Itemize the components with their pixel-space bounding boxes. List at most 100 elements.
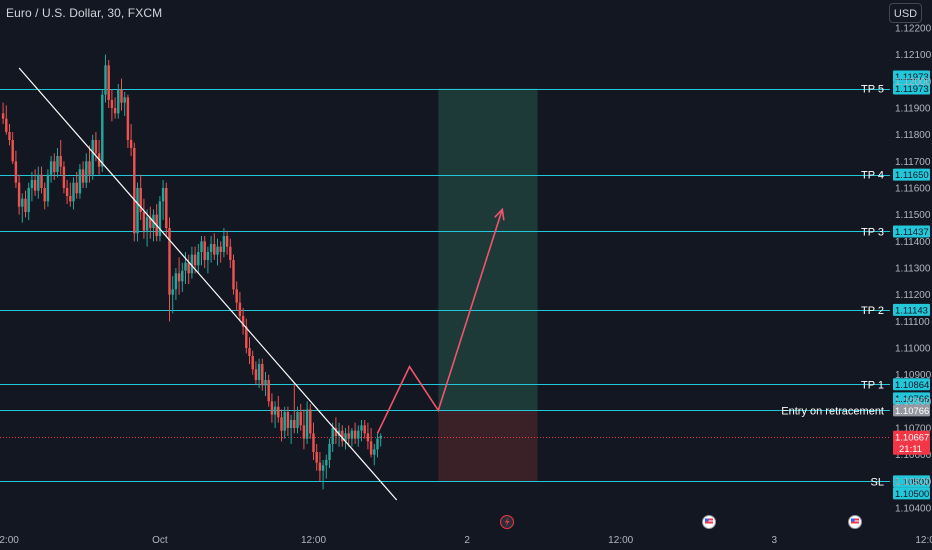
candle (72, 177, 75, 210)
loss-zone[interactable] (438, 410, 538, 482)
candle (293, 382, 296, 434)
x-tick-label: 12:00 (608, 535, 633, 546)
candle (40, 166, 43, 194)
candle-body (254, 369, 258, 380)
candle (286, 406, 290, 436)
candle (104, 54, 107, 103)
y-tick-label: 1.10900 (895, 370, 932, 381)
price-tag-text: 1.10766 (895, 394, 929, 405)
currency-button[interactable]: USD (889, 3, 922, 23)
candle-body (117, 89, 120, 114)
y-tick-label: 1.11300 (895, 264, 931, 275)
candle (264, 372, 267, 396)
candle (174, 268, 178, 300)
price-tag (893, 475, 930, 488)
candle-body (62, 166, 66, 188)
candle-body (21, 198, 24, 207)
candle-body (373, 449, 376, 455)
candle (321, 460, 325, 490)
candle-body (11, 140, 14, 162)
candle (325, 454, 328, 479)
candle-body (245, 326, 248, 348)
candle-body (72, 182, 75, 202)
candle-body (120, 89, 123, 103)
candle-body (110, 100, 114, 108)
candle (8, 124, 11, 146)
candle (168, 217, 171, 322)
candle (110, 89, 114, 122)
symbol-title: Euro / U.S. Dollar, 30, FXCM (6, 6, 163, 20)
projection-path[interactable] (376, 209, 504, 434)
news-bolt-icon[interactable] (500, 515, 514, 529)
candle (267, 374, 270, 407)
candle-body (136, 188, 139, 234)
flag-stripe (851, 521, 859, 524)
candle-body (181, 270, 184, 282)
candle-body (347, 433, 350, 439)
price-tag-text: 1.10500 (895, 489, 929, 500)
candle (257, 358, 261, 388)
candle (312, 422, 315, 460)
candle (27, 182, 30, 220)
candle-body (229, 246, 232, 260)
candle-body (232, 260, 235, 290)
candle (30, 172, 34, 202)
candle-body (133, 148, 136, 234)
candle-body (139, 188, 142, 212)
candle-body (85, 161, 88, 183)
candle-body (209, 244, 213, 252)
candle-body (1, 113, 5, 119)
candle (49, 156, 53, 183)
candle (181, 262, 184, 292)
candle (46, 169, 50, 207)
candle-body (261, 364, 264, 386)
x-tick-label: 12:00 (0, 535, 19, 546)
candle (126, 94, 130, 148)
candle (59, 140, 62, 175)
candle-body (94, 140, 98, 154)
y-tick-label: 1.10700 (895, 424, 932, 435)
candle-body (360, 425, 363, 431)
candle-body (315, 452, 318, 463)
price-tag (893, 168, 930, 181)
candle-body (158, 201, 162, 236)
y-tick-label: 1.10800 (895, 397, 932, 408)
candle-body (241, 316, 245, 327)
x-tick-label: 12:00 (301, 535, 326, 546)
candle (37, 166, 40, 199)
candle-body (264, 380, 267, 386)
candle-body (193, 254, 197, 266)
economic-event-flag-icon[interactable] (848, 515, 862, 529)
candle (219, 241, 222, 263)
candle (21, 193, 24, 223)
candle-body (289, 420, 293, 428)
y-tick-label: 1.12200 (895, 24, 932, 35)
candle (177, 257, 181, 295)
candle (123, 92, 126, 116)
candle (139, 174, 142, 220)
candle (376, 433, 379, 458)
candle (213, 233, 216, 260)
candle-body (142, 212, 146, 231)
level-label: TP 3 (861, 226, 884, 238)
candle (235, 281, 238, 311)
candle-body (357, 430, 360, 439)
candle (273, 401, 277, 428)
candle-body (107, 65, 110, 100)
economic-event-flag-icon[interactable] (702, 515, 716, 529)
candle-body (369, 441, 373, 455)
candle (305, 401, 309, 444)
bar-countdown-text: 21:11 (899, 444, 922, 455)
candle (309, 404, 312, 439)
candle-body (280, 417, 283, 431)
candle (113, 97, 117, 119)
y-tick-label: 1.10500 (895, 477, 932, 488)
trendline[interactable] (18, 67, 398, 501)
candle (161, 180, 165, 220)
x-tick-label: Oct (152, 535, 168, 546)
candle (318, 452, 322, 482)
candle-body (43, 188, 46, 202)
candle-body (101, 94, 104, 167)
